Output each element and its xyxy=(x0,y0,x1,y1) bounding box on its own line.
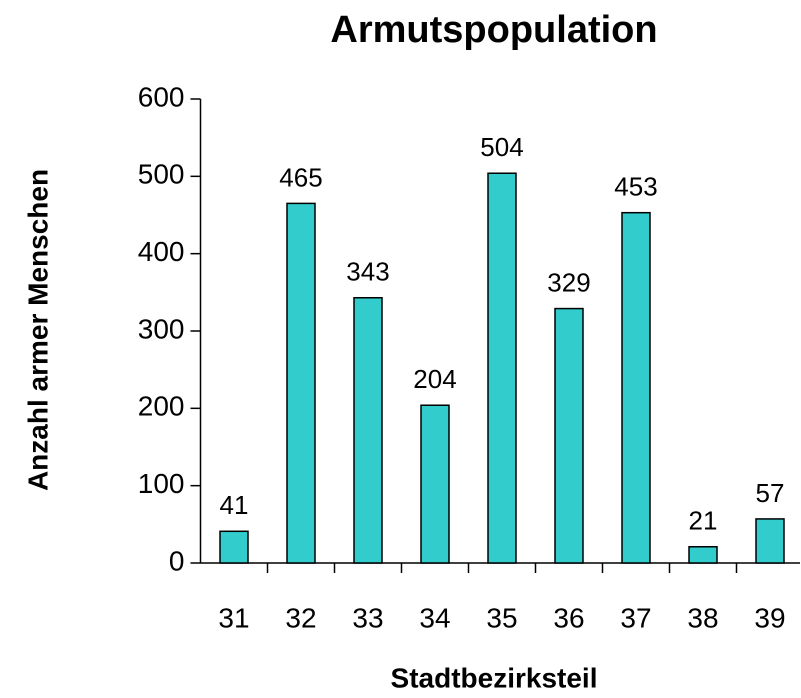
x-tick-label: 36 xyxy=(553,602,584,633)
value-label: 465 xyxy=(279,162,322,192)
bar xyxy=(219,530,249,564)
bar xyxy=(621,211,651,564)
y-tick-label: 0 xyxy=(169,545,185,576)
bar xyxy=(420,404,450,564)
bar xyxy=(554,307,584,564)
bar xyxy=(286,202,316,564)
value-label: 204 xyxy=(413,364,456,394)
bar xyxy=(688,546,718,564)
value-label: 57 xyxy=(756,478,785,508)
x-tick-label: 35 xyxy=(486,602,517,633)
x-tick-label: 38 xyxy=(687,602,718,633)
x-tick-label: 31 xyxy=(218,602,249,633)
x-tick-label: 39 xyxy=(754,602,785,633)
y-tick-label: 500 xyxy=(138,159,185,190)
x-tick-label: 34 xyxy=(419,602,450,633)
chart-title: Armutspopulation xyxy=(330,9,657,51)
y-tick-label: 100 xyxy=(138,468,185,499)
value-label: 504 xyxy=(480,132,523,162)
x-tick-label: 33 xyxy=(352,602,383,633)
x-tick-label: 37 xyxy=(620,602,651,633)
y-tick-label: 300 xyxy=(138,313,185,344)
value-label: 41 xyxy=(220,490,249,520)
y-axis-label: Anzahl armer Menschen xyxy=(22,169,53,491)
y-tick-label: 200 xyxy=(138,391,185,422)
value-label: 21 xyxy=(689,506,718,536)
value-label: 343 xyxy=(346,257,389,287)
x-axis-label: Stadtbezirksteil xyxy=(391,662,598,693)
bar xyxy=(353,296,383,564)
value-label: 329 xyxy=(547,267,590,297)
bar xyxy=(755,518,785,564)
bar xyxy=(487,172,517,564)
x-tick-label: 32 xyxy=(285,602,316,633)
y-tick-label: 400 xyxy=(138,236,185,267)
value-label: 453 xyxy=(614,172,657,202)
y-tick-label: 600 xyxy=(138,81,185,112)
